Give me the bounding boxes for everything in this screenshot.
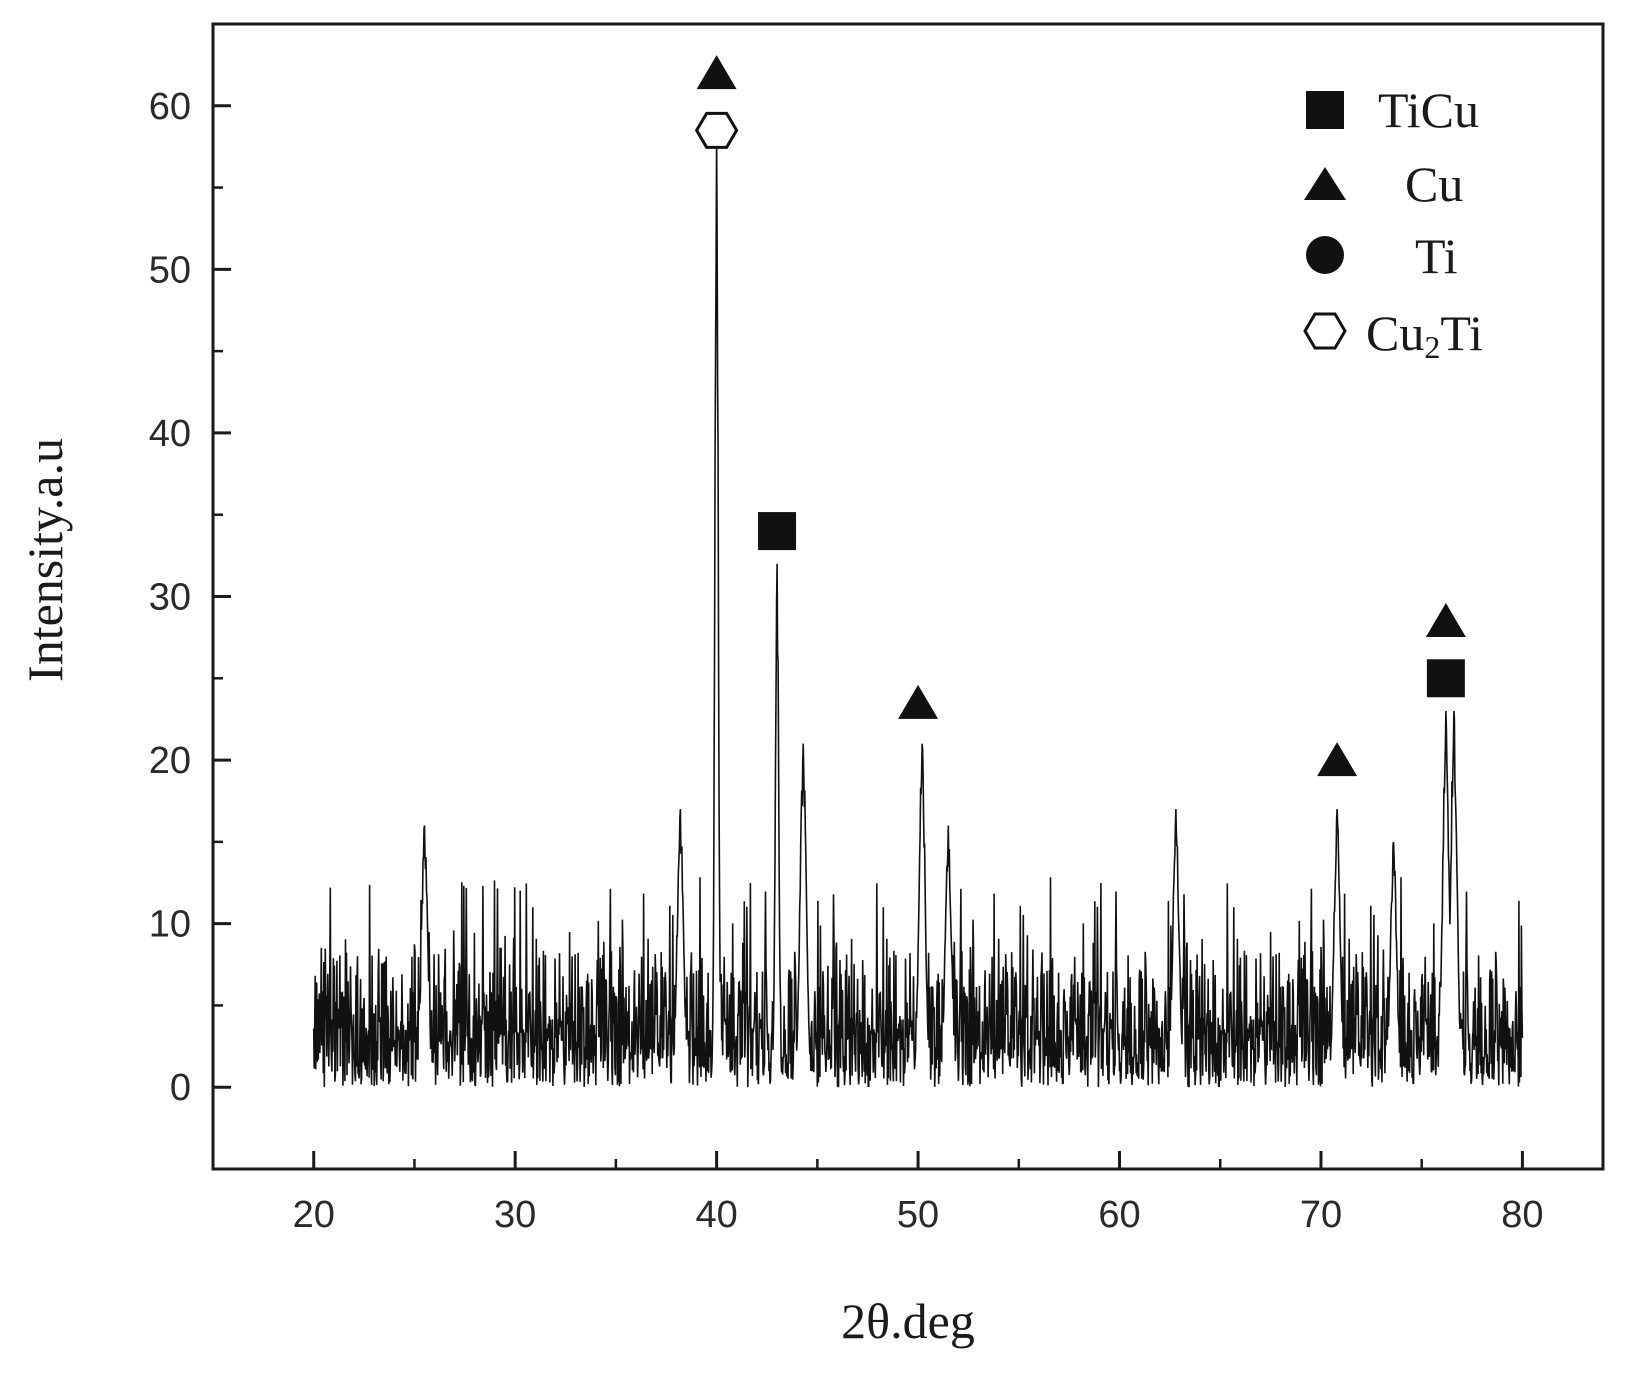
- y-tick-label: 40: [149, 413, 191, 455]
- x-tick-label: 20: [293, 1194, 335, 1236]
- legend-marker-cu2ti-hexagon: [1303, 312, 1347, 350]
- legend: TiCu Cu Ti Cu2Ti: [1303, 82, 1483, 365]
- peak-marker-ticu-square: [758, 512, 797, 551]
- legend-label-cu2ti-sub: 2: [1424, 329, 1440, 365]
- peak-marker-cu-triangle: [1425, 603, 1466, 638]
- legend-marker-ti-circle: [1306, 236, 1344, 274]
- legend-item-ti: Ti: [1306, 228, 1458, 284]
- legend-item-cu: Cu: [1304, 156, 1463, 212]
- legend-label-cu2ti: Cu2Ti: [1366, 305, 1483, 365]
- plot-frame: [211, 22, 1605, 1171]
- y-tick-label: 30: [149, 577, 191, 619]
- peak-marker-cu-triangle: [898, 684, 939, 719]
- peak-marker-ticu-square: [1426, 659, 1465, 698]
- y-tick-label: 20: [149, 740, 191, 782]
- x-tick-label: 40: [695, 1194, 737, 1236]
- y-axis-ticks: 0 10 20 30 40 50 60: [149, 22, 231, 1171]
- legend-item-cu2ti: Cu2Ti: [1303, 305, 1483, 365]
- legend-label-ti: Ti: [1415, 228, 1458, 284]
- x-axis-ticks: 20 30 40 50 60 70 80: [293, 1151, 1544, 1236]
- y-tick-label: 50: [149, 249, 191, 291]
- peak-marker-cu2ti-hexagon: [694, 111, 739, 149]
- legend-item-ticu: TiCu: [1306, 82, 1479, 138]
- x-axis-label: 2θ.deg: [841, 1293, 975, 1349]
- peak-marker-cu-triangle: [1317, 742, 1358, 777]
- peak-markers: [694, 55, 1466, 777]
- legend-label-cu: Cu: [1405, 156, 1463, 212]
- x-tick-label: 30: [494, 1194, 536, 1236]
- x-tick-label: 60: [1098, 1194, 1140, 1236]
- spectrum-layer: [312, 138, 1524, 1088]
- legend-marker-ticu-square: [1306, 91, 1344, 129]
- y-tick-label: 60: [149, 86, 191, 128]
- y-tick-label: 10: [149, 904, 191, 946]
- x-tick-label: 70: [1300, 1194, 1342, 1236]
- peak-marker-cu-triangle: [696, 55, 737, 90]
- y-axis-label: Intensity.a.u: [17, 438, 73, 682]
- legend-label-ticu: TiCu: [1378, 82, 1479, 138]
- legend-label-cu2ti-main: Cu: [1366, 305, 1424, 361]
- x-tick-label: 80: [1501, 1194, 1543, 1236]
- y-tick-label: 0: [170, 1067, 191, 1109]
- x-tick-label: 50: [897, 1194, 939, 1236]
- legend-label-cu2ti-tail: Ti: [1440, 305, 1483, 361]
- legend-marker-cu-triangle: [1304, 167, 1346, 200]
- xrd-spectrum-line: [312, 138, 1524, 1088]
